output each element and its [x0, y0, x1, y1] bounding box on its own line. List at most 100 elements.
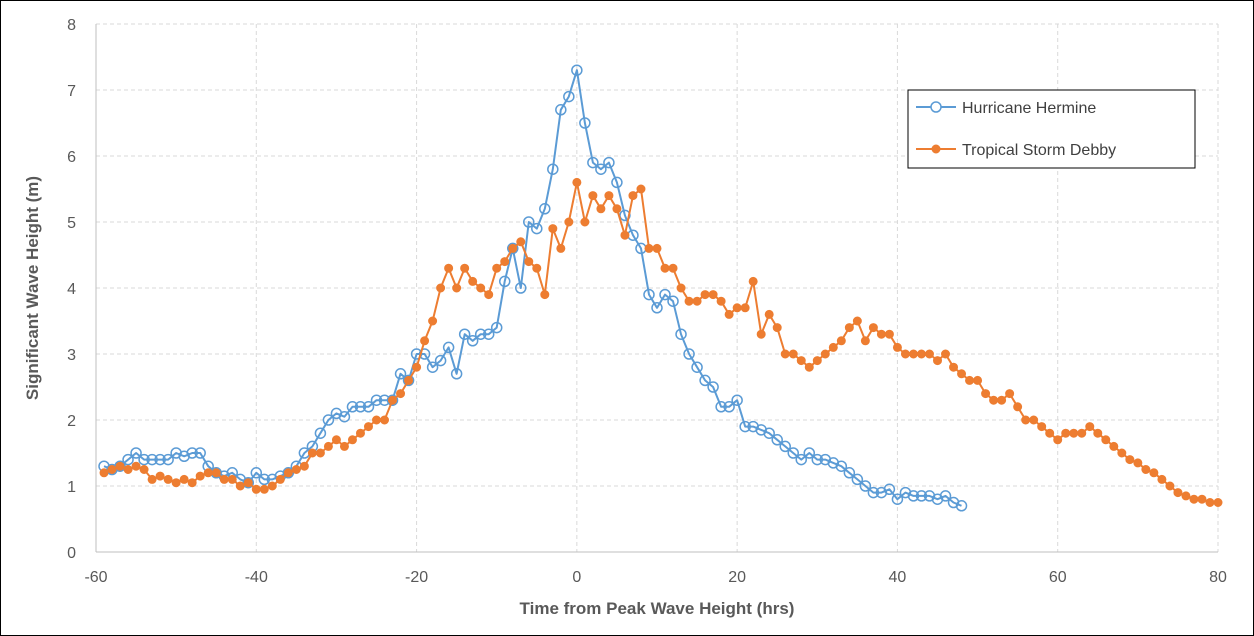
data-point-hurricane-hermine: [146, 453, 158, 466]
data-point-tropical-storm-debby: [187, 478, 197, 488]
data-point-tropical-storm-debby: [1069, 428, 1079, 438]
data-point-hurricane-hermine: [258, 473, 271, 486]
data-point-hurricane-hermine: [539, 203, 551, 215]
data-point-tropical-storm-debby: [1149, 468, 1159, 478]
data-point-hurricane-hermine: [723, 401, 735, 413]
data-point-tropical-storm-debby: [804, 362, 814, 372]
data-point-tropical-storm-debby: [147, 474, 157, 484]
data-point-hurricane-hermine: [531, 222, 543, 235]
data-point-tropical-storm-debby: [508, 243, 518, 253]
data-point-tropical-storm-debby: [267, 481, 277, 491]
data-point-hurricane-hermine: [386, 394, 399, 406]
series-tropical-storm-debby: [99, 177, 1223, 507]
y-tick-label: 7: [67, 83, 76, 100]
y-tick-label: 5: [67, 215, 76, 232]
data-point-hurricane-hermine: [779, 440, 791, 453]
data-point-tropical-storm-debby: [989, 395, 999, 405]
data-point-hurricane-hermine: [843, 467, 856, 479]
data-point-hurricane-hermine: [482, 328, 495, 340]
data-point-tropical-storm-debby: [860, 336, 870, 346]
data-point-tropical-storm-debby: [772, 323, 782, 333]
data-point-tropical-storm-debby: [612, 204, 622, 214]
data-point-tropical-storm-debby: [1133, 458, 1143, 468]
data-point-tropical-storm-debby: [107, 465, 117, 474]
data-point-tropical-storm-debby: [604, 191, 614, 201]
data-point-tropical-storm-debby: [844, 323, 854, 333]
data-point-tropical-storm-debby: [724, 309, 734, 319]
data-point-tropical-storm-debby: [933, 356, 942, 366]
data-point-hurricane-hermine: [466, 335, 479, 347]
data-point-tropical-storm-debby: [476, 283, 486, 293]
y-tick-label: 6: [67, 149, 76, 166]
x-tick-label: 60: [1049, 569, 1067, 586]
data-point-hurricane-hermine: [547, 163, 559, 175]
data-point-tropical-storm-debby: [355, 428, 365, 438]
series-layer: [98, 64, 1223, 512]
data-point-tropical-storm-debby: [756, 329, 766, 339]
data-point-tropical-storm-debby: [748, 276, 758, 286]
data-point-tropical-storm-debby: [997, 395, 1007, 405]
data-point-hurricane-hermine: [651, 302, 663, 314]
data-point-tropical-storm-debby: [660, 263, 670, 273]
data-point-hurricane-hermine: [362, 401, 375, 413]
data-point-tropical-storm-debby: [1061, 428, 1071, 438]
data-point-tropical-storm-debby: [195, 471, 205, 481]
data-point-tropical-storm-debby: [404, 375, 414, 385]
data-point-tropical-storm-debby: [692, 296, 702, 306]
data-point-tropical-storm-debby: [1045, 428, 1055, 438]
x-tick-label: 40: [889, 569, 907, 586]
data-point-tropical-storm-debby: [291, 465, 301, 474]
data-point-tropical-storm-debby: [323, 441, 333, 451]
data-point-tropical-storm-debby: [1037, 422, 1047, 432]
data-point-tropical-storm-debby: [556, 243, 566, 253]
data-point-tropical-storm-debby: [219, 474, 229, 484]
data-point-hurricane-hermine: [731, 394, 743, 406]
data-point-hurricane-hermine: [667, 295, 679, 307]
data-point-tropical-storm-debby: [1021, 415, 1031, 425]
data-point-hurricane-hermine: [859, 480, 872, 492]
data-point-hurricane-hermine: [506, 242, 519, 255]
data-point-hurricane-hermine: [442, 341, 455, 354]
data-point-hurricane-hermine: [130, 447, 142, 459]
data-point-tropical-storm-debby: [1181, 491, 1191, 501]
data-point-tropical-storm-debby: [596, 204, 606, 214]
data-point-hurricane-hermine: [515, 282, 527, 294]
data-point-hurricane-hermine: [883, 483, 896, 496]
data-point-hurricane-hermine: [314, 427, 327, 439]
data-point-tropical-storm-debby: [868, 323, 878, 333]
data-point-tropical-storm-debby: [941, 349, 951, 359]
data-point-tropical-storm-debby: [644, 243, 654, 253]
data-point-tropical-storm-debby: [716, 296, 726, 306]
data-point-tropical-storm-debby: [652, 243, 662, 253]
data-point-tropical-storm-debby: [540, 290, 550, 300]
data-point-tropical-storm-debby: [884, 329, 894, 339]
data-point-tropical-storm-debby: [380, 415, 390, 425]
data-point-hurricane-hermine: [523, 216, 535, 228]
data-point-tropical-storm-debby: [155, 471, 165, 481]
legend-box: [907, 89, 1196, 169]
data-point-tropical-storm-debby: [684, 296, 694, 306]
data-point-hurricane-hermine: [434, 354, 447, 367]
data-point-hurricane-hermine: [571, 64, 583, 76]
data-point-tropical-storm-debby: [892, 342, 902, 352]
x-tick-label: -40: [245, 569, 268, 586]
data-point-tropical-storm-debby: [1053, 435, 1063, 445]
data-point-tropical-storm-debby: [908, 349, 918, 359]
data-point-tropical-storm-debby: [307, 448, 317, 458]
x-tick-label: 80: [1209, 569, 1227, 586]
data-point-tropical-storm-debby: [436, 283, 446, 293]
x-axis-title: Time from Peak Wave Height (hrs): [520, 599, 795, 618]
data-point-hurricane-hermine: [787, 447, 799, 459]
data-point-tropical-storm-debby: [764, 309, 774, 319]
data-point-tropical-storm-debby: [812, 356, 822, 366]
data-point-hurricane-hermine: [643, 288, 655, 301]
data-point-tropical-storm-debby: [1173, 488, 1183, 498]
data-point-tropical-storm-debby: [532, 263, 542, 273]
data-point-hurricane-hermine: [715, 401, 727, 413]
data-point-tropical-storm-debby: [259, 484, 269, 494]
data-point-hurricane-hermine: [939, 490, 952, 502]
x-tick-label: 0: [572, 569, 581, 586]
axes: -60 -40 -20 0 20 40 60 80 0 1 2 3 4 5 6 7 8: [67, 17, 1227, 586]
data-point-tropical-storm-debby: [1213, 498, 1223, 507]
data-point-tropical-storm-debby: [171, 478, 181, 488]
